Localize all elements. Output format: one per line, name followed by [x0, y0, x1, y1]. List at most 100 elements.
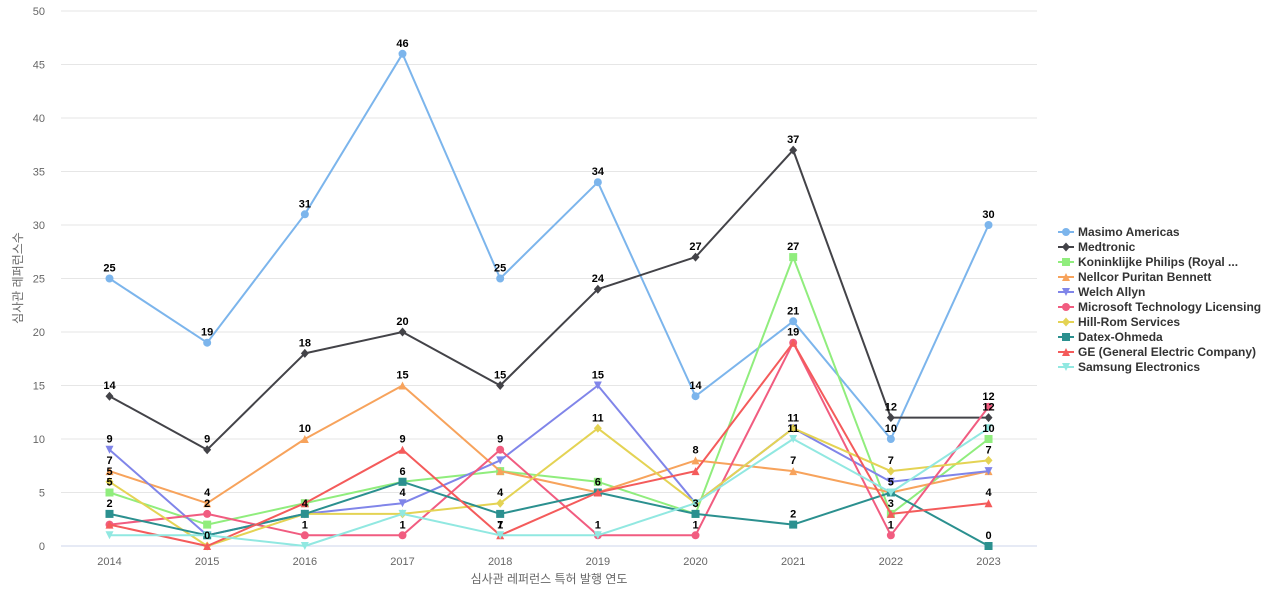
y-tick-label: 5: [39, 488, 45, 500]
marker-circle: [691, 392, 700, 401]
marker-triangle-down: [789, 435, 798, 443]
y-tick-label: 50: [33, 6, 45, 18]
legend-label: Medtronic: [1078, 239, 1136, 254]
data-label: 11: [787, 412, 799, 424]
series-line: [108, 52, 990, 440]
data-label: 8: [692, 444, 698, 456]
data-label: 15: [494, 370, 506, 382]
legend-symbol: [1058, 302, 1074, 311]
marker-triangle: [105, 520, 114, 529]
data-label: 1: [888, 519, 894, 531]
data-label: 1: [399, 519, 405, 531]
marker-square: [300, 509, 309, 518]
y-tick-label: 20: [33, 327, 45, 339]
data-label: 4: [204, 487, 211, 499]
data-label: 46: [396, 38, 408, 50]
marker-triangle: [300, 435, 309, 443]
marker-diamond: [691, 252, 700, 262]
marker-diamond: [789, 423, 798, 433]
x-axis-ticks: 2014 2015 2016 2017 2018 2019 2020 2021 2022 2023: [97, 556, 1001, 568]
legend-item[interactable]: Hill-Rom Services: [1058, 314, 1261, 329]
y-axis-title: 심사관 레퍼런스수: [11, 232, 25, 324]
data-label: 3: [888, 498, 894, 510]
data-label: 37: [787, 134, 799, 146]
data-label: 1: [595, 519, 601, 531]
legend-label: Hill-Rom Services: [1078, 314, 1181, 329]
legend-label: Datex-Ohmeda: [1078, 329, 1163, 344]
x-tick-label: 2015: [195, 556, 219, 568]
marker-triangle-down: [496, 456, 505, 465]
legend-label: Welch Allyn: [1078, 284, 1146, 299]
marker-circle: [984, 221, 993, 229]
data-label: 4: [302, 498, 309, 510]
marker-square: [105, 488, 114, 497]
legend-item[interactable]: Masimo Americas: [1058, 224, 1261, 239]
x-tick-label: 2021: [781, 556, 805, 568]
marker-diamond: [496, 381, 505, 390]
data-label: 7: [106, 455, 112, 467]
legend-item[interactable]: Koninklijke Philips (Royal ...: [1058, 254, 1261, 269]
y-tick-label: 35: [33, 167, 45, 179]
marker-square: [789, 520, 798, 529]
data-label: 14: [689, 380, 702, 392]
data-label: 19: [201, 327, 213, 339]
marker-diamond: [886, 466, 895, 476]
marker-square: [398, 477, 407, 486]
x-tick-label: 2019: [586, 556, 610, 568]
data-label: 2: [106, 498, 112, 510]
legend-symbol: [1058, 257, 1074, 266]
x-tick-label: 2023: [976, 556, 1000, 568]
marker-triangle-down: [1062, 287, 1070, 296]
data-label: 3: [692, 498, 698, 510]
marker-triangle: [1062, 347, 1070, 356]
data-label: 30: [982, 209, 994, 221]
y-tick-label: 0: [39, 541, 45, 553]
data-label: 14: [103, 380, 116, 392]
marker-triangle: [789, 467, 798, 476]
marker-circle: [886, 435, 895, 443]
marker-square: [691, 509, 700, 518]
series-line: [108, 341, 990, 547]
series-2: [105, 253, 993, 529]
legend-item[interactable]: Datex-Ohmeda: [1058, 329, 1261, 344]
data-label: 15: [592, 370, 604, 382]
marker-triangle: [203, 499, 212, 508]
legend-label: Masimo Americas: [1078, 224, 1180, 239]
x-tick-label: 2022: [879, 556, 903, 568]
marker-circle: [300, 210, 309, 219]
data-label: 25: [103, 263, 115, 275]
data-label: 31: [299, 198, 311, 210]
marker-triangle: [203, 542, 212, 550]
data-label: 11: [787, 423, 799, 435]
y-tick-label: 45: [33, 60, 45, 72]
legend-label: Koninklijke Philips (Royal ...: [1078, 254, 1239, 269]
legend-item[interactable]: Welch Allyn: [1058, 284, 1261, 299]
marker-diamond: [203, 445, 212, 455]
legend-label: Microsoft Technology Licensing: [1078, 299, 1262, 314]
data-label: 0: [204, 530, 210, 542]
legend-item[interactable]: Nellcor Puritan Bennett: [1058, 269, 1261, 284]
marker-triangle: [984, 499, 993, 508]
marker-circle: [496, 274, 505, 283]
marker-triangle-down: [105, 445, 114, 454]
data-label: 7: [985, 444, 991, 456]
marker-diamond: [886, 413, 895, 423]
marker-square: [496, 509, 505, 518]
marker-square: [789, 253, 798, 262]
legend-item[interactable]: Medtronic: [1058, 239, 1261, 254]
data-label: 19: [787, 327, 799, 339]
legend-item[interactable]: Microsoft Technology Licensing: [1058, 299, 1261, 314]
marker-circle: [105, 274, 114, 283]
x-tick-label: 2017: [390, 556, 414, 568]
data-label: 9: [106, 434, 112, 446]
legend-symbol: [1058, 287, 1074, 296]
marker-diamond: [105, 391, 114, 401]
marker-circle: [300, 531, 309, 540]
marker-triangle-down: [105, 531, 114, 540]
series-line: [108, 149, 990, 451]
legend-item[interactable]: Samsung Electronics: [1058, 359, 1261, 374]
data-label: 21: [787, 305, 799, 317]
marker-triangle-down: [984, 424, 993, 433]
legend-item[interactable]: GE (General Electric Company): [1058, 344, 1261, 359]
